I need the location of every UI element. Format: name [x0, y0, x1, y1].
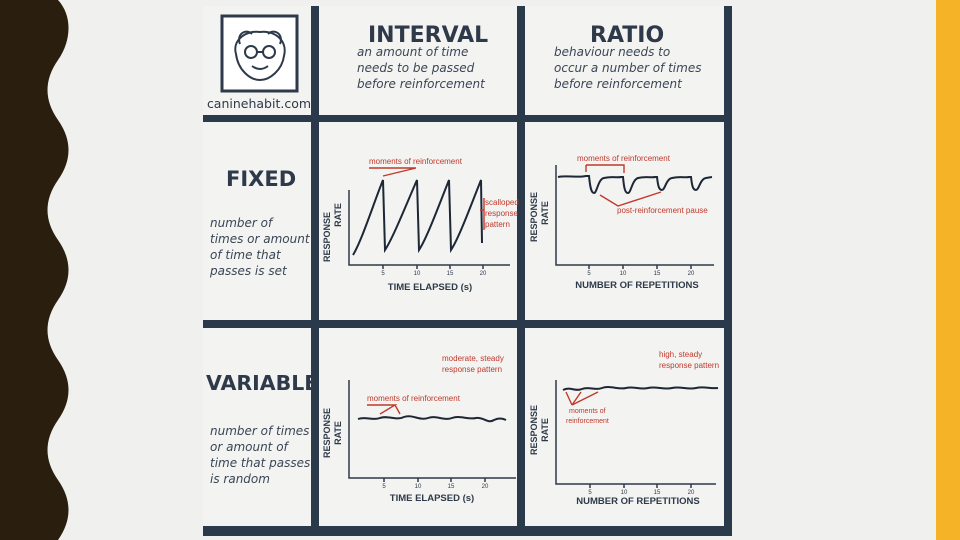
fixed-desc-2: times or amount [210, 232, 311, 246]
ratio-title: RATIO [590, 23, 664, 48]
fi-ann-pattern-1: scalloped [485, 198, 519, 207]
fr-ticks [588, 265, 692, 269]
grid-line-h2 [203, 320, 732, 328]
fi-ylabel-2: RATE [333, 203, 343, 227]
vi-tick-5: 5 [382, 484, 386, 490]
fr-response-line [557, 175, 713, 195]
column-header-ratio: RATIO behaviour needs to occur a number … [554, 23, 701, 91]
fi-scalloped-line [352, 179, 483, 256]
fixed-desc-3: of time that [210, 248, 282, 262]
vi-response-line [357, 415, 507, 423]
fr-ylabel-1: RESPONSE [529, 192, 539, 242]
ratio-desc-2: occur a number of times [554, 61, 701, 75]
row-header-fixed: FIXED number of times or amount of time … [209, 167, 311, 278]
fr-axes [555, 165, 714, 266]
grid-line-h3 [203, 526, 732, 536]
vi-ann-moments: moments of reinforcement [367, 394, 461, 403]
vi-tick-15: 15 [448, 484, 455, 490]
vr-tick-20: 20 [688, 490, 695, 496]
vi-ann-pattern-1: moderate, steady [442, 354, 504, 363]
vr-ann-moments-2: reinforcement [566, 418, 609, 425]
fr-tick-10: 10 [620, 271, 627, 277]
fixed-desc-4: passes is set [209, 264, 288, 278]
grid-line-v3 [724, 6, 732, 536]
fr-xlabel: NUMBER OF REPETITIONS [575, 280, 699, 291]
fixed-desc-1: number of [210, 216, 274, 230]
fr-tick-20: 20 [688, 271, 695, 277]
vr-ylabel-1: RESPONSE [529, 405, 539, 455]
chart-fixed-interval: RESPONSE RATE 5 10 15 20 TIME ELAPSED (s… [322, 157, 519, 293]
chart-fixed-ratio: RESPONSE RATE 5 10 15 20 NUMBER OF REPET… [529, 154, 714, 291]
fr-ann-pause-line [599, 191, 662, 207]
fi-ann-pattern-line [480, 198, 485, 230]
fr-ann-moments: moments of reinforcement [577, 154, 671, 163]
variable-title: VARIABLE [206, 371, 318, 395]
vi-ylabel-2: RATE [333, 421, 343, 445]
vr-response-line [562, 386, 719, 391]
grid-line-h1 [203, 115, 732, 122]
vi-ann-moments-line [367, 404, 401, 415]
logo-site-text: caninehabit.com [207, 96, 311, 111]
interval-desc-3: before reinforcement [357, 77, 486, 91]
fi-tick-20: 20 [480, 271, 487, 277]
vr-xlabel: NUMBER OF REPETITIONS [576, 496, 700, 507]
fr-ann-pause: post-reinforcement pause [617, 206, 708, 215]
vr-ann-pattern-1: high, steady [659, 350, 702, 359]
right-accent-bar [936, 0, 960, 540]
vi-xlabel: TIME ELAPSED (s) [390, 493, 474, 504]
vr-tick-5: 5 [588, 490, 592, 496]
left-wavy-border [0, 0, 69, 540]
fi-ann-moments-line [369, 167, 417, 177]
fi-ann-pattern-3: pattern [485, 220, 510, 229]
ratio-desc-3: before reinforcement [554, 77, 683, 91]
interval-title: INTERVAL [368, 23, 488, 48]
fixed-title: FIXED [226, 167, 296, 191]
fi-ann-moments: moments of reinforcement [369, 157, 463, 166]
fr-ylabel-2: RATE [540, 201, 550, 225]
infographic-panel [203, 6, 732, 536]
variable-desc-2: or amount of [210, 440, 290, 454]
vr-ylabel-2: RATE [540, 418, 550, 442]
vi-axes [348, 380, 516, 479]
fi-axes [348, 190, 510, 266]
variable-desc-3: time that passes [210, 456, 310, 470]
fr-ann-moments-line [585, 164, 625, 173]
ratio-desc-1: behaviour needs to [554, 45, 670, 59]
vr-ann-moments-line [565, 391, 599, 406]
logo: caninehabit.com [207, 14, 311, 111]
fi-ann-pattern-2: response [485, 209, 518, 218]
vi-ticks [383, 478, 486, 482]
fr-tick-15: 15 [654, 271, 661, 277]
chart-variable-ratio: RESPONSE RATE 5 10 15 20 NUMBER OF REPET… [529, 350, 719, 507]
fi-ylabel-1: RESPONSE [322, 212, 332, 262]
vr-tick-10: 10 [621, 490, 628, 496]
vi-ann-pattern-2: response pattern [442, 365, 502, 374]
vi-ylabel-1: RESPONSE [322, 408, 332, 458]
fi-xlabel: TIME ELAPSED (s) [388, 282, 472, 293]
fi-tick-5: 5 [381, 271, 385, 277]
vr-ann-pattern-2: response pattern [659, 361, 719, 370]
vr-axes [555, 380, 716, 485]
vi-tick-10: 10 [415, 484, 422, 490]
chart-variable-interval: RESPONSE RATE 5 10 15 20 TIME ELAPSED (s… [322, 354, 516, 504]
vi-tick-20: 20 [482, 484, 489, 490]
fr-tick-5: 5 [587, 271, 591, 277]
variable-desc-4: is random [210, 472, 270, 486]
variable-desc-1: number of times [210, 424, 309, 438]
fi-ticks [382, 265, 484, 269]
grid-line-v2 [517, 6, 525, 536]
vr-tick-15: 15 [654, 490, 661, 496]
column-header-interval: INTERVAL an amount of time needs to be p… [357, 23, 488, 91]
grid-line-v1 [311, 6, 319, 536]
interval-desc-2: needs to be passed [357, 61, 475, 75]
vr-ann-moments-1: moments of [569, 408, 606, 415]
interval-desc-1: an amount of time [357, 45, 468, 59]
fi-tick-10: 10 [414, 271, 421, 277]
fi-tick-15: 15 [447, 271, 454, 277]
dog-face-icon [234, 30, 286, 82]
vr-ticks [589, 484, 692, 488]
row-header-variable: VARIABLE number of times or amount of ti… [206, 371, 318, 486]
